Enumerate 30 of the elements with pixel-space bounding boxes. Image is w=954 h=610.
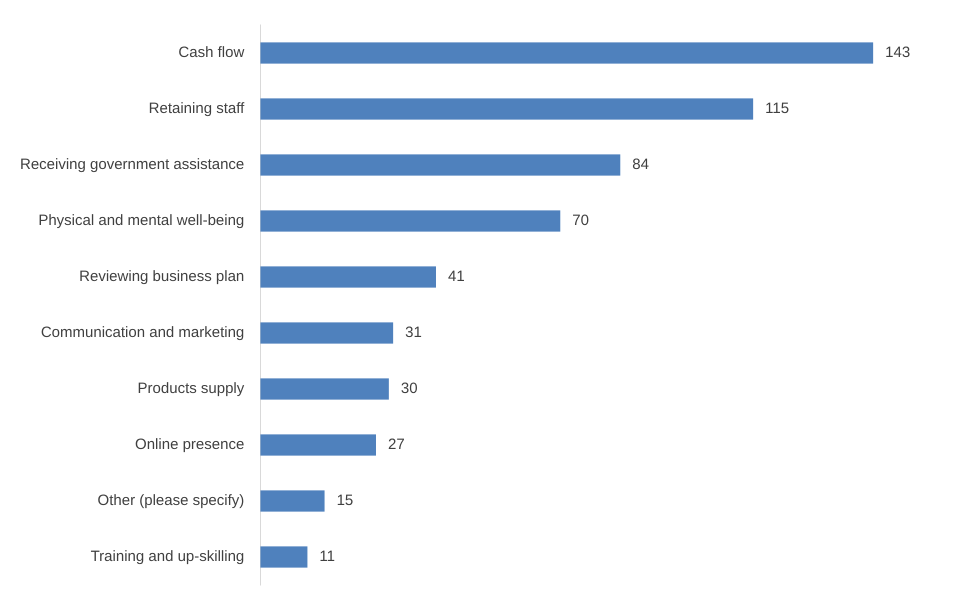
bar xyxy=(260,98,754,120)
data-label: 11 xyxy=(319,548,336,566)
y-tick-label: Receiving government assistance xyxy=(20,156,244,174)
y-tick-label: Physical and mental well-being xyxy=(38,212,244,230)
bar xyxy=(260,154,620,176)
bar xyxy=(260,378,389,400)
bar xyxy=(260,322,394,344)
data-label: 70 xyxy=(572,212,589,230)
data-label: 30 xyxy=(400,380,418,398)
data-label: 143 xyxy=(885,44,910,62)
data-label: 84 xyxy=(632,156,649,174)
y-tick-label: Retaining staff xyxy=(148,100,246,118)
y-tick-label: Reviewing business plan xyxy=(79,268,244,286)
bar xyxy=(260,546,308,568)
y-tick-label: Products supply xyxy=(138,380,245,398)
bar xyxy=(260,210,560,232)
y-tick-label: Other (please specify) xyxy=(98,492,244,510)
data-label: 41 xyxy=(448,268,465,286)
bar xyxy=(260,490,325,512)
data-label: 31 xyxy=(405,324,422,342)
y-tick-label: Online presence xyxy=(135,436,244,454)
bar xyxy=(260,434,376,456)
data-label: 115 xyxy=(765,100,790,118)
y-tick-label: Cash flow xyxy=(178,44,244,62)
y-tick-label: Training and up-skilling xyxy=(90,548,244,566)
bar xyxy=(260,42,874,64)
bar xyxy=(260,266,436,288)
y-tick-label: Communication and marketing xyxy=(40,324,244,342)
data-label: 15 xyxy=(336,492,354,510)
data-label: 27 xyxy=(388,436,405,454)
